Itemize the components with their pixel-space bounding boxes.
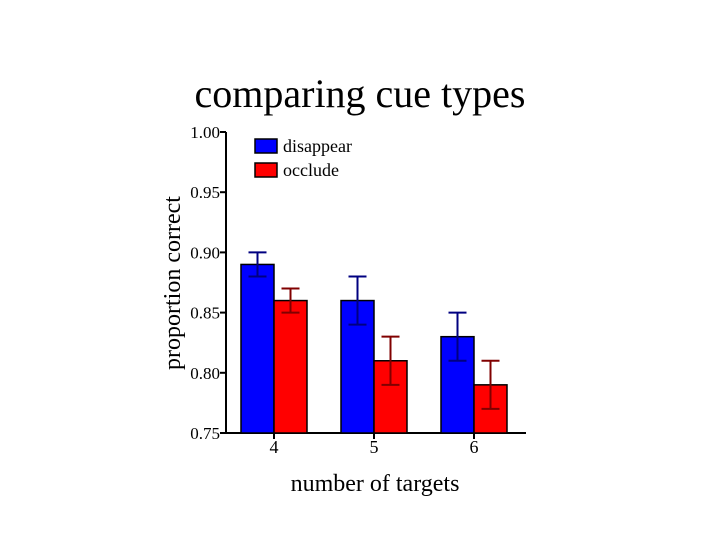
x-tick-label: 6 [470, 437, 479, 457]
y-tick-label: 0.90 [190, 243, 220, 262]
slide-title: comparing cue types [194, 71, 526, 116]
y-tick-label: 0.80 [190, 364, 220, 383]
y-axis-label: proportion correct [160, 196, 186, 370]
y-tick-label: 0.85 [190, 304, 220, 323]
bar-disappear [240, 263, 275, 434]
bar-occlude [273, 299, 308, 434]
x-tick-label: 5 [370, 437, 379, 457]
legend-swatch-occlude [254, 162, 278, 178]
y-tick-label: 1.00 [190, 123, 220, 142]
x-tick-label: 4 [270, 437, 279, 457]
x-axis-label: number of targets [291, 471, 460, 497]
y-tick-label: 0.75 [190, 424, 220, 443]
y-tick-label: 0.95 [190, 183, 220, 202]
legend-swatch-disappear [254, 138, 278, 154]
legend-label-occlude: occlude [283, 160, 339, 180]
legend-label-disappear: disappear [283, 136, 352, 156]
